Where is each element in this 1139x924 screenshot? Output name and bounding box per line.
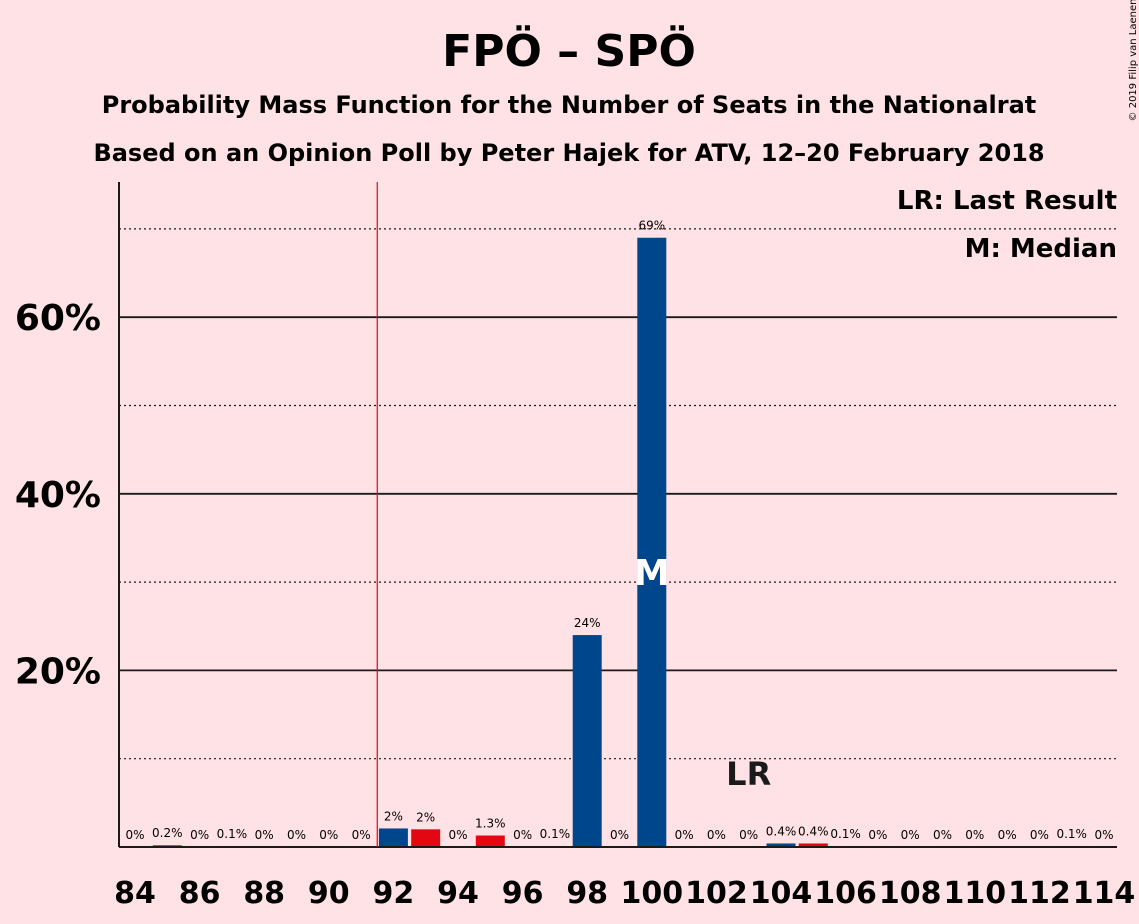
- median-marker: M: [634, 553, 670, 594]
- bar-labels: 0% 0.2% 0% 0.1% 0% 0% 0% 0% 2% 2% 0% 1.3% 0% 0.1% 24% 0…: [125, 219, 1113, 842]
- bar-seat-105: [798, 843, 828, 847]
- bar-value-label: 0%: [933, 828, 952, 842]
- bar-value-label: 0%: [190, 828, 209, 842]
- x-tick-label: 108: [879, 876, 942, 911]
- axes: 20% 40% 60% 84 86 88 90 92 94 96 98 100 102 104 106 108…: [15, 182, 1135, 911]
- chart-subtitle-line-1: Probability Mass Function for the Number…: [102, 91, 1037, 119]
- bar-value-label: 0%: [610, 828, 629, 842]
- legend-median: M: Median: [965, 234, 1117, 264]
- x-tick-label: 114: [1073, 876, 1136, 911]
- bar-seat-98: [572, 635, 602, 847]
- bar-seat-95: [475, 835, 505, 847]
- y-tick-label: 20%: [15, 651, 101, 692]
- x-tick-label: 112: [1008, 876, 1071, 911]
- bar-value-label: 24%: [574, 616, 601, 630]
- x-tick-label: 102: [685, 876, 748, 911]
- bar-value-label: 0%: [1094, 828, 1113, 842]
- bar-value-label: 0%: [513, 828, 532, 842]
- bar-value-label: 0.1%: [830, 827, 861, 841]
- x-tick-label: 84: [114, 876, 156, 911]
- x-tick-label: 96: [502, 876, 544, 911]
- x-tick-label: 90: [308, 876, 350, 911]
- y-tick-label: 40%: [15, 475, 101, 516]
- x-tick-label: 88: [243, 876, 285, 911]
- legend-last-result: LR: Last Result: [897, 186, 1117, 216]
- copyright-note: © 2019 Filip van Laenen: [1128, 0, 1139, 121]
- gridlines: [119, 228, 1117, 760]
- bar-value-label: 0%: [319, 828, 338, 842]
- x-tick-label: 100: [620, 876, 683, 911]
- bar-value-label: 0%: [901, 828, 920, 842]
- bar-value-label: 0.4%: [766, 824, 797, 838]
- bar-value-label: 0%: [1030, 828, 1049, 842]
- bar-seat-104: [766, 843, 796, 847]
- bar-value-label: 0%: [675, 828, 694, 842]
- bar-value-label: 0.2%: [152, 826, 183, 840]
- x-tick-label: 106: [814, 876, 877, 911]
- markers: M LR: [376, 182, 771, 847]
- bars: [152, 237, 1087, 848]
- x-tick-label: 86: [179, 876, 221, 911]
- bar-value-label: 2%: [416, 810, 435, 824]
- last-result-marker: LR: [726, 755, 771, 793]
- bar-value-label: 0.1%: [217, 827, 248, 841]
- x-tick-label: 104: [750, 876, 813, 911]
- chart-subtitle-line-2: Based on an Opinion Poll by Peter Hajek …: [93, 139, 1044, 167]
- bar-seat-100: [637, 237, 667, 848]
- bar-value-label: 0.4%: [798, 824, 829, 838]
- bar-value-label: 0.1%: [540, 827, 571, 841]
- bar-value-label: 1.3%: [475, 817, 506, 831]
- bar-seat-93: [411, 829, 441, 847]
- bar-value-label: 0%: [998, 828, 1017, 842]
- bar-value-label: 0%: [352, 828, 371, 842]
- bar-value-label: 2%: [384, 809, 403, 823]
- bar-value-label: 0.1%: [1056, 827, 1087, 841]
- x-tick-label: 92: [373, 876, 415, 911]
- x-tick-label: 94: [437, 876, 479, 911]
- chart-title: FPÖ – SPÖ: [442, 24, 696, 77]
- bar-seat-92: [378, 828, 408, 847]
- bar-value-label: 0%: [255, 828, 274, 842]
- bar-value-label: 0%: [868, 828, 887, 842]
- bar-value-label: 0%: [287, 828, 306, 842]
- bar-value-label: 0%: [739, 828, 758, 842]
- bar-value-label: 0%: [965, 828, 984, 842]
- bar-value-label: 0%: [448, 828, 467, 842]
- bar-value-label: 69%: [638, 219, 665, 233]
- y-tick-label: 60%: [15, 298, 101, 339]
- x-tick-label: 110: [943, 876, 1006, 911]
- bar-value-label: 0%: [125, 828, 144, 842]
- x-tick-label: 98: [566, 876, 608, 911]
- bar-value-label: 0%: [707, 828, 726, 842]
